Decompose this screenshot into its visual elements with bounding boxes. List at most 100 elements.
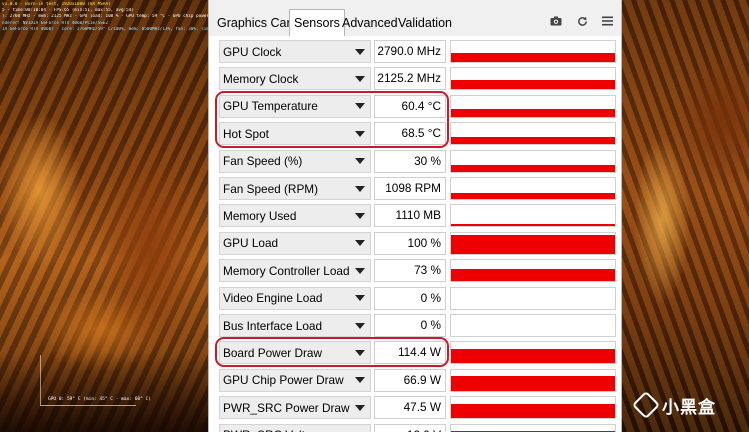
sensor-name: PWR_SRC Voltage — [220, 428, 355, 432]
camera-icon[interactable] — [547, 12, 565, 30]
sensor-value: 60.4 °C — [374, 94, 446, 118]
sensor-selector[interactable]: GPU Temperature — [219, 94, 371, 118]
chevron-down-icon[interactable] — [355, 212, 365, 219]
sensor-graph-fill — [451, 403, 615, 419]
chevron-down-icon[interactable] — [355, 158, 365, 165]
sensor-value: 30 % — [374, 149, 446, 173]
sensor-selector[interactable]: GPU Clock — [219, 40, 371, 63]
sensor-graph — [450, 177, 616, 200]
overlay-line: nderer: NVIDIA GeForce RTX 4060/PCIe/SSE… — [2, 20, 109, 26]
sensor-selector[interactable]: PWR_SRC Power Draw — [219, 396, 371, 420]
sensor-row: Video Engine Load 0 % — [209, 285, 621, 312]
sensor-name: Hot Spot — [223, 126, 269, 141]
sensor-name: Fan Speed (RPM) — [223, 181, 319, 196]
sensor-row: PWR_SRC Power Draw 47.5 W — [209, 394, 621, 421]
chevron-down-icon[interactable] — [355, 48, 365, 55]
sensor-selector[interactable]: PWR_SRC Voltage — [219, 423, 371, 432]
chevron-down-icon[interactable] — [355, 103, 365, 110]
tab-bar: Graphics Card Sensors Advanced Validatio… — [209, 0, 621, 37]
sensor-selector[interactable]: Bus Interface Load — [219, 314, 371, 337]
overlay-line: ): 2760 MHz - mem: 2125 MHz - GPU load: … — [2, 14, 208, 20]
sensor-row: Memory Clock 2125.2 MHz — [209, 65, 621, 92]
sensor-graph — [450, 341, 616, 365]
sensor-value: 1098 RPM — [374, 177, 446, 200]
sensor-graph — [450, 314, 616, 337]
sensor-graph-fill — [451, 136, 615, 145]
chevron-down-icon[interactable] — [355, 240, 365, 247]
sensor-graph-fill — [451, 376, 615, 391]
tab-validation[interactable]: Validation — [398, 16, 452, 30]
sensor-graph-fill — [451, 109, 615, 117]
temp-graph-axis — [40, 355, 41, 405]
overlay-line: IA GeForce RTX 4060) - core: 2760MHz/59°… — [2, 26, 208, 32]
temp-readout: GPU 0: 59° C (min: 45° C - max: 60° C) — [48, 397, 151, 402]
sensor-selector[interactable]: Video Engine Load — [219, 286, 371, 310]
sensor-graph-fill — [451, 79, 615, 90]
sensor-graph-fill — [451, 165, 615, 172]
sensor-row: PWR_SRC Voltage 12.0 V — [209, 422, 621, 432]
menu-icon[interactable] — [598, 12, 616, 30]
sensor-name: Memory Clock — [223, 71, 299, 86]
sensor-name: Bus Interface Load — [223, 318, 323, 333]
tab-graphics-card[interactable]: Graphics Card — [217, 16, 298, 30]
background-shadow — [0, 352, 208, 432]
tab-advanced[interactable]: Advanced — [342, 16, 398, 30]
sensor-selector[interactable]: GPU Load — [219, 231, 371, 255]
sensor-name: GPU Temperature — [223, 99, 318, 114]
overlay-line: v1.0.0 - Burn-in test, 1920x1080 (8X MSA… — [2, 2, 111, 7]
sensor-list: GPU Clock 2790.0 MHz Memory Clock 2125.2 MH… — [209, 36, 621, 432]
overlay-line: 5 - time:00:10:04 - FPS:65 (min:51, max:… — [2, 8, 134, 14]
sensor-selector[interactable]: Fan Speed (%) — [219, 149, 371, 173]
sensor-selector[interactable]: Memory Clock — [219, 67, 371, 91]
sensor-selector[interactable]: Memory Controller Load — [219, 259, 371, 283]
sensor-graph — [450, 368, 616, 392]
sensor-value: 100 % — [374, 231, 446, 255]
sensor-value: 2125.2 MHz — [374, 67, 446, 91]
sensor-graph — [450, 94, 616, 118]
chevron-down-icon[interactable] — [355, 185, 365, 192]
sensor-row: GPU Chip Power Draw 66.9 W — [209, 367, 621, 394]
sensor-name: Video Engine Load — [223, 291, 323, 306]
sensor-value: 66.9 W — [374, 368, 446, 392]
benchmark-overlay: v1.0.0 - Burn-in test, 1920x1080 (8X MSA… — [2, 2, 208, 33]
sensor-selector[interactable]: Fan Speed (RPM) — [219, 177, 371, 200]
sensor-graph-fill — [451, 348, 615, 364]
sensor-graph — [450, 40, 616, 63]
sensor-row: Memory Controller Load 73 % — [209, 257, 621, 284]
chevron-down-icon[interactable] — [355, 75, 365, 82]
sensor-graph-fill — [451, 234, 615, 254]
chevron-down-icon[interactable] — [355, 377, 365, 384]
sensor-graph — [450, 67, 616, 91]
sensor-row: Hot Spot 68.5 °C — [209, 120, 621, 147]
chevron-down-icon[interactable] — [355, 295, 365, 302]
sensor-row: Fan Speed (%) 30 % — [209, 148, 621, 175]
gpuz-window: Graphics Card Sensors Advanced Validatio… — [208, 0, 622, 432]
background-render-left: v1.0.0 - Burn-in test, 1920x1080 (8X MSA… — [0, 0, 208, 432]
temp-graph-baseline — [40, 405, 136, 406]
chevron-down-icon[interactable] — [355, 349, 365, 356]
sensor-value: 1110 MB — [374, 204, 446, 228]
sensor-value: 68.5 °C — [374, 122, 446, 146]
watermark-logo-icon — [631, 390, 661, 420]
sensor-name: Memory Controller Load — [223, 263, 350, 278]
sensor-selector[interactable]: GPU Chip Power Draw — [219, 368, 371, 392]
chevron-down-icon[interactable] — [355, 130, 365, 137]
sensor-selector[interactable]: Hot Spot — [219, 122, 371, 146]
tab-sensors[interactable]: Sensors — [289, 9, 345, 37]
chevron-down-icon[interactable] — [355, 267, 365, 274]
sensor-value: 0 % — [374, 314, 446, 337]
sensor-name: GPU Load — [223, 236, 279, 251]
sensor-row: Bus Interface Load 0 % — [209, 312, 621, 339]
sensor-name: GPU Chip Power Draw — [223, 373, 344, 388]
sensor-selector[interactable]: Board Power Draw — [219, 341, 371, 365]
sensor-value: 114.4 W — [374, 341, 446, 365]
sensor-name: Memory Used — [223, 208, 297, 223]
chevron-down-icon[interactable] — [355, 404, 365, 411]
sensor-row: Memory Used 1110 MB — [209, 202, 621, 229]
sensor-graph — [450, 149, 616, 173]
refresh-icon[interactable] — [573, 12, 591, 30]
chevron-down-icon[interactable] — [355, 322, 365, 329]
sensor-selector[interactable]: Memory Used — [219, 204, 371, 228]
sensor-row: GPU Clock 2790.0 MHz — [209, 38, 621, 65]
sensor-value: 12.0 V — [374, 423, 446, 432]
